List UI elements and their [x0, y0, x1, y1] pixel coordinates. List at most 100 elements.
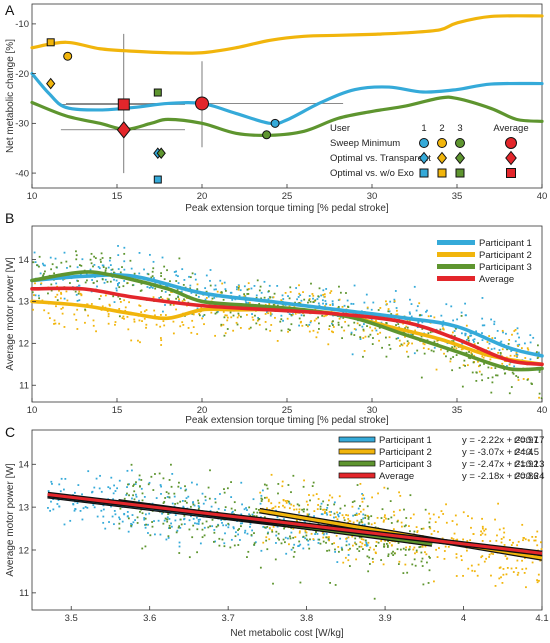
point-p1 — [54, 257, 57, 260]
point-p2 — [489, 358, 492, 361]
point-p3 — [479, 364, 481, 367]
point-p3 — [207, 486, 210, 489]
point-p3 — [399, 548, 402, 551]
point-p1 — [148, 481, 151, 484]
point-p2 — [294, 312, 297, 315]
point-p3 — [367, 516, 370, 518]
point-p1 — [51, 482, 53, 485]
point-p2 — [323, 315, 326, 318]
point-p1 — [481, 324, 484, 327]
point-p2 — [138, 319, 141, 322]
point-p2 — [511, 333, 513, 336]
point-p2 — [312, 329, 315, 332]
point-p3 — [318, 287, 321, 290]
point-p3 — [195, 294, 198, 297]
point-p2 — [90, 303, 93, 305]
point-p1 — [483, 324, 486, 327]
point-p1 — [73, 509, 76, 512]
point-p3 — [378, 326, 381, 329]
point-p3 — [337, 324, 340, 326]
point-p2 — [354, 542, 356, 545]
point-p1 — [259, 502, 262, 505]
point-p3 — [333, 503, 336, 506]
point-p3 — [263, 516, 266, 519]
point-p1 — [62, 278, 64, 281]
point-p1 — [299, 543, 302, 546]
point-p3 — [189, 505, 192, 508]
point-p2 — [268, 538, 271, 541]
point-p1 — [244, 531, 246, 534]
point-p3 — [318, 322, 320, 325]
point-p1 — [244, 529, 247, 532]
point-p1 — [325, 532, 328, 535]
point-p2 — [295, 508, 298, 511]
point-p1 — [219, 493, 221, 495]
point-p2 — [481, 527, 484, 530]
point-p3 — [269, 296, 272, 299]
point-p2 — [516, 573, 519, 576]
point-p3 — [253, 542, 256, 545]
point-p2 — [329, 514, 332, 516]
point-p3 — [215, 311, 218, 314]
point-p1 — [96, 515, 99, 518]
point-p3 — [234, 509, 237, 512]
point-p2 — [347, 521, 349, 524]
point-p2 — [308, 298, 311, 300]
point-p1 — [514, 340, 517, 343]
point-p3 — [367, 518, 370, 520]
point-p3 — [209, 284, 212, 287]
point-p2 — [251, 316, 254, 319]
point-p3 — [367, 570, 370, 573]
point-p3 — [133, 490, 136, 493]
point-p1 — [118, 516, 120, 519]
point-p2 — [385, 517, 387, 520]
point-p3 — [404, 548, 407, 551]
point-p2 — [362, 538, 365, 541]
point-p1 — [179, 487, 182, 490]
point-p1 — [87, 470, 90, 473]
point-p2 — [428, 512, 431, 515]
panel-c-xtick-label-4: 3.9 — [378, 613, 391, 624]
point-p1 — [108, 521, 110, 523]
point-p3 — [84, 308, 86, 311]
point-p1 — [493, 347, 496, 350]
point-p1 — [177, 282, 180, 284]
point-p2 — [118, 308, 121, 310]
point-p1 — [220, 519, 223, 521]
point-p2 — [470, 526, 472, 529]
point-p1 — [362, 517, 365, 520]
point-p2 — [60, 307, 63, 310]
point-p2 — [345, 312, 348, 314]
point-p3 — [364, 539, 367, 542]
point-p3 — [141, 512, 144, 515]
point-p2 — [514, 329, 517, 331]
point-p3 — [451, 346, 454, 349]
point-p1 — [164, 304, 166, 306]
point-p1 — [116, 487, 118, 490]
point-p2 — [523, 557, 526, 559]
point-p2 — [392, 528, 395, 531]
point-p3 — [119, 507, 122, 510]
point-p2 — [382, 563, 385, 566]
point-p3 — [277, 532, 280, 535]
point-p1 — [243, 508, 246, 511]
point-p2 — [516, 559, 519, 562]
point-p2 — [372, 561, 374, 563]
point-p1 — [199, 518, 201, 521]
point-p3 — [42, 274, 45, 277]
point-p2 — [60, 291, 62, 294]
point-p2 — [452, 347, 455, 350]
point-p3 — [205, 520, 208, 523]
point-p2 — [501, 582, 504, 584]
point-p2 — [141, 320, 143, 322]
point-p3 — [198, 314, 201, 317]
point-p2 — [342, 561, 345, 564]
point-p3 — [217, 524, 220, 527]
legend-b-avg: Average — [479, 274, 514, 285]
point-p2 — [374, 327, 377, 330]
point-p2 — [58, 289, 60, 292]
legend-row-optimal-vs-transparent: Optimal vs. Transparent — [330, 153, 431, 164]
point-p1 — [63, 488, 65, 491]
point-p3 — [151, 525, 154, 528]
point-p1 — [60, 477, 63, 480]
